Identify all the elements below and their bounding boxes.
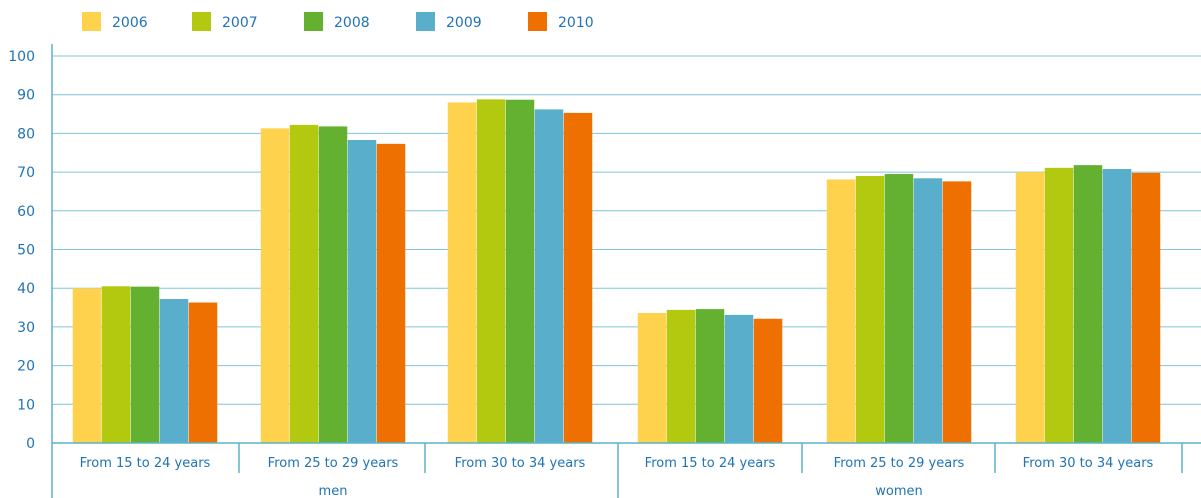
legend-label-2009: 2009 (446, 15, 482, 31)
y-tick-label: 70 (17, 165, 35, 181)
category-label: From 15 to 24 years (645, 456, 776, 471)
y-tick-label: 0 (26, 436, 35, 452)
bar-2008-1 (318, 126, 348, 444)
bar-2008-4 (884, 174, 914, 443)
bar-2006-3 (637, 312, 667, 443)
bar-2006-2 (447, 102, 477, 443)
bar-2008-2 (505, 99, 535, 443)
bar-2010-0 (188, 302, 218, 443)
y-tick-label: 20 (17, 359, 35, 375)
bar-2007-3 (666, 309, 696, 443)
category-label: From 15 to 24 years (80, 456, 211, 471)
axes (51, 44, 1201, 498)
legend-label-2008: 2008 (334, 15, 370, 31)
bar-2009-2 (534, 109, 564, 443)
legend: 2006 2007 2008 2009 2010 (82, 12, 594, 31)
legend-swatch-2007 (192, 12, 211, 31)
bar-2008-3 (695, 309, 725, 443)
bar-2010-5 (1131, 172, 1161, 443)
bars (72, 99, 1161, 444)
category-label: From 30 to 34 years (1023, 456, 1154, 471)
bar-2006-4 (826, 179, 856, 443)
gridlines (52, 55, 1201, 405)
y-tick-label: 100 (8, 49, 35, 65)
y-tick-label: 80 (17, 126, 35, 142)
bar-2009-4 (913, 178, 943, 444)
legend-swatch-2009 (416, 12, 435, 31)
bar-2010-3 (753, 318, 783, 443)
bar-2007-1 (289, 124, 319, 444)
legend-label-2007: 2007 (222, 15, 258, 31)
bar-2009-5 (1102, 169, 1132, 443)
legend-label-2006: 2006 (112, 15, 148, 31)
bar-2006-5 (1015, 172, 1045, 443)
bar-2008-5 (1073, 165, 1103, 443)
category-label: From 30 to 34 years (455, 456, 586, 471)
category-label: From 25 to 29 years (834, 456, 965, 471)
y-tick-label: 50 (17, 243, 35, 259)
bar-2006-1 (260, 128, 290, 443)
bar-2007-2 (476, 99, 506, 444)
bar-2007-5 (1044, 167, 1074, 443)
bar-2009-0 (159, 299, 189, 443)
legend-swatch-2006 (82, 12, 101, 31)
y-axis-ticks: 0 10 20 30 40 50 60 70 80 90 100 (8, 49, 35, 452)
bar-2008-0 (130, 286, 160, 443)
legend-swatch-2008 (304, 12, 323, 31)
x-axis-labels: From 15 to 24 years From 25 to 29 years Fr… (80, 456, 1154, 498)
bar-2006-0 (72, 288, 102, 443)
bar-2010-4 (942, 181, 972, 443)
bar-2010-2 (563, 112, 593, 443)
legend-label-2010: 2010 (558, 15, 594, 31)
category-label: From 25 to 29 years (268, 456, 399, 471)
group-label: men (319, 484, 348, 498)
bar-2010-1 (376, 143, 406, 443)
group-label: women (875, 484, 923, 498)
y-tick-label: 10 (17, 397, 35, 413)
bar-2009-1 (347, 139, 377, 443)
bar-2009-3 (724, 314, 754, 443)
y-tick-label: 30 (17, 320, 35, 336)
y-tick-label: 40 (17, 281, 35, 297)
bar-2007-4 (855, 175, 885, 443)
y-tick-label: 60 (17, 204, 35, 220)
legend-swatch-2010 (528, 12, 547, 31)
y-tick-label: 90 (17, 88, 35, 104)
bar-2007-0 (101, 286, 131, 443)
